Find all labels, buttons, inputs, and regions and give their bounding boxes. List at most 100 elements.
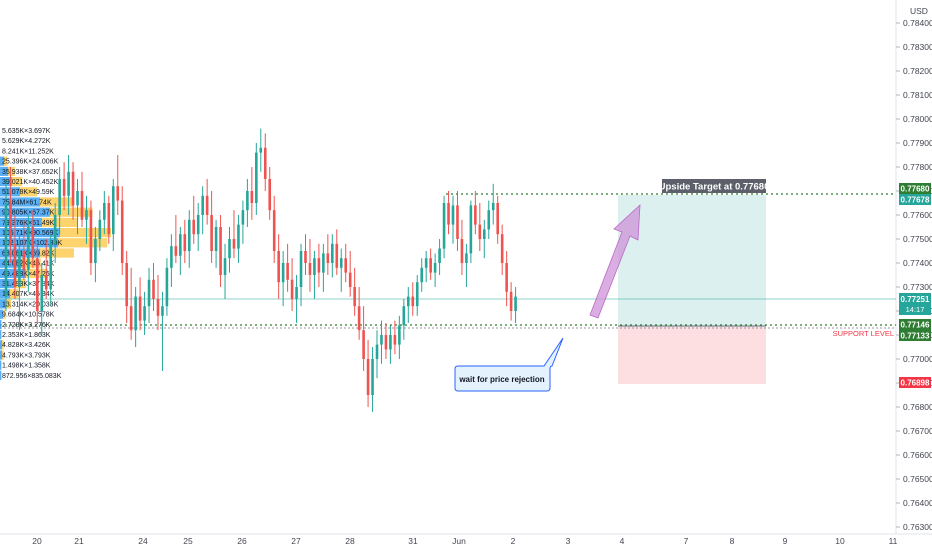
x-tick-label: 28: [345, 536, 355, 546]
volume-profile-label: 2.353K×1.863K: [2, 332, 51, 339]
candle-body: [491, 203, 495, 211]
volume-bar-down: [40, 248, 74, 258]
candle-body: [120, 200, 124, 263]
candle-body: [125, 263, 128, 307]
volume-bar-down: [2, 340, 4, 350]
candle-body: [232, 239, 236, 249]
volume-bar-up: [0, 350, 2, 360]
candle-body: [322, 253, 325, 273]
y-tick-label: 0.76800: [903, 402, 932, 412]
volume-bar-up: [0, 217, 42, 227]
candle-body: [147, 279, 151, 307]
candle-body: [187, 219, 191, 251]
y-tick-label: 0.77900: [903, 138, 932, 148]
candle-body: [299, 251, 303, 287]
volume-bar-down: [50, 207, 93, 217]
y-tick-label: 0.77000: [903, 354, 932, 364]
candle-body: [487, 210, 491, 230]
candle-body: [474, 205, 477, 225]
x-tick-label: 21: [74, 536, 84, 546]
candle-body: [62, 179, 66, 196]
volume-bar-down: [3, 309, 6, 319]
candle-body: [398, 325, 401, 345]
candle-body: [143, 306, 146, 321]
candle-body: [313, 258, 316, 275]
candle-body: [272, 210, 276, 251]
candle-body: [482, 229, 486, 239]
volume-bar-down: [6, 299, 12, 309]
candle-body: [89, 210, 93, 263]
candle-body: [246, 191, 249, 211]
candle-body: [138, 296, 142, 321]
volume-bar-down: [4, 156, 8, 166]
candle-body: [353, 287, 356, 307]
candle-body: [509, 291, 513, 311]
x-tick-label: Jun: [452, 536, 466, 546]
volume-profile-label: 14.407K×45.34K: [2, 291, 55, 298]
volume-bar-down: [2, 350, 4, 360]
candle-body: [402, 306, 406, 326]
candle-body: [179, 234, 182, 256]
price-badges: 0.77680 0.77678 0.77251 14:17 0.77146 0.…: [899, 183, 931, 388]
volume-profile-label: 1.498K×1.358K: [2, 363, 51, 370]
candle-body: [447, 203, 450, 225]
candle-body: [496, 203, 499, 235]
candle-body: [263, 147, 267, 179]
volume-bar-up: [0, 330, 1, 340]
candle-body: [161, 306, 164, 316]
candle-body: [228, 239, 231, 259]
candle-body: [433, 263, 437, 273]
candle-body: [500, 234, 504, 263]
candle-body: [339, 258, 343, 268]
candle-body: [451, 205, 455, 225]
candle-body: [442, 203, 446, 249]
candle-body: [219, 227, 222, 275]
candle-body: [255, 152, 258, 203]
volume-bar-up: [0, 309, 3, 319]
target-price-badge: [899, 183, 931, 194]
candle-body: [514, 296, 517, 311]
candle-body: [460, 239, 464, 263]
volume-bar-up: [0, 370, 1, 380]
candle-body: [304, 251, 307, 263]
candle-body: [295, 287, 298, 299]
volume-profile-label: 106.71K×90.569K: [2, 230, 59, 237]
candle-body: [241, 210, 245, 225]
volume-bar-down: [58, 238, 108, 248]
candle-body: [389, 335, 392, 350]
candle-body: [438, 248, 441, 263]
volume-profile-label: 9.684K×10.578K: [2, 312, 55, 319]
volume-bar-up: [0, 197, 40, 207]
y-axis[interactable]: 0.78400 0.78300 0.78200 0.78100 0.78000 0.779…: [896, 18, 932, 532]
x-tick-label: 7: [684, 536, 689, 546]
stop-price-badge: [899, 377, 931, 388]
x-axis[interactable]: 20 21 24 25 26 27 28 31 Jun 2 3 4 7 8 9 10 11: [32, 536, 897, 546]
candle-body: [237, 224, 240, 249]
target-price-text-2: 0.77678: [901, 196, 930, 205]
x-tick-label: 2: [511, 536, 516, 546]
candle-body: [40, 275, 44, 311]
candle-body: [259, 147, 263, 153]
x-tick-label: 3: [566, 536, 571, 546]
candle-body: [250, 191, 254, 203]
callout-text: wait for price rejection: [458, 375, 544, 384]
candle-body: [384, 335, 388, 350]
candle-body: [152, 279, 155, 299]
volume-bar-down: [40, 197, 74, 207]
x-tick-label: 24: [138, 536, 148, 546]
x-tick-label: 4: [620, 536, 625, 546]
candle-body: [348, 272, 352, 287]
volume-bar-down: [1, 330, 2, 340]
candle-body: [53, 215, 57, 244]
candle-body: [465, 253, 468, 263]
candle-body: [424, 258, 428, 268]
candle-body: [183, 234, 187, 251]
volume-profile-label: 90.805K×67.37K: [2, 210, 55, 217]
volume-bar-down: [10, 289, 19, 299]
candle-body: [9, 203, 12, 244]
y-tick-label: 0.76600: [903, 450, 932, 460]
candle-body: [13, 243, 17, 287]
candle-body: [107, 203, 111, 235]
volume-profile-label: 35.938K×37.652K: [2, 169, 59, 176]
